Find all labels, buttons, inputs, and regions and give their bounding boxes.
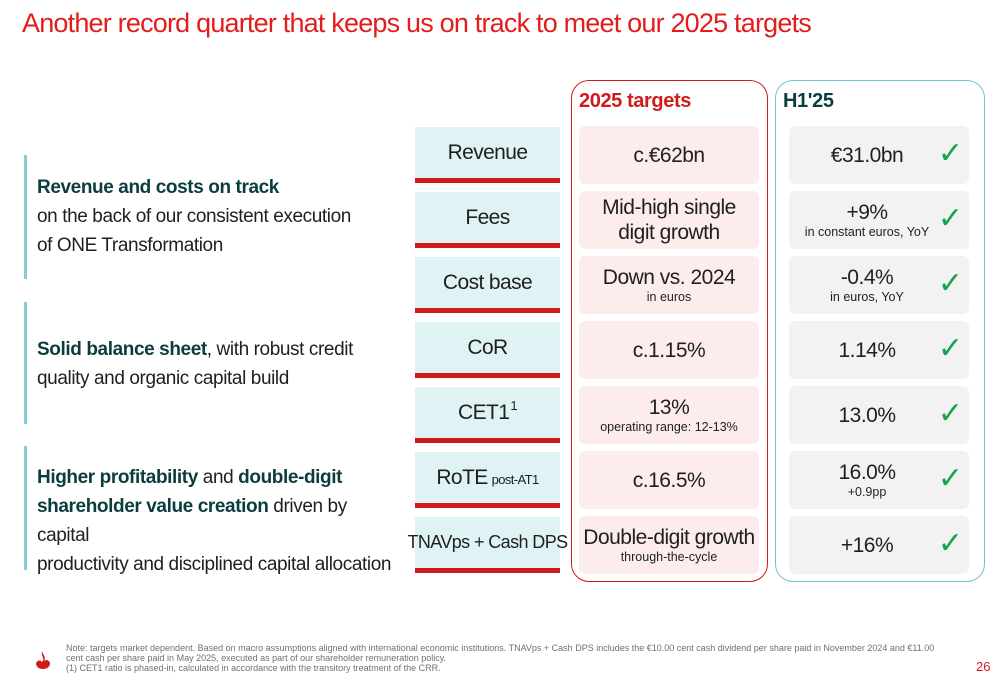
targets-column-frame [571,80,768,582]
metric-label-cost-base: Cost base [415,257,560,313]
footnote-marker: 1 [510,398,517,413]
target-value: 13% [648,396,690,419]
actual-value: +16% [840,533,894,557]
target-value: c.€62bn [633,143,705,167]
statement-text: driven by capital [37,496,347,546]
actual-cell-fees: +9% in constant euros, YoY ✓ [789,191,969,249]
metric-label-cor: CoR [415,322,560,378]
statement-bold: double-digit [238,467,343,488]
metric-label: TNAVps + Cash DPS [407,532,568,552]
target-subtext: in euros [646,290,692,304]
metric-label: Fees [465,205,510,229]
checkmark-icon: ✓ [937,395,963,431]
checkmark-icon: ✓ [937,135,963,171]
targets-column-header: 2025 targets [579,90,691,112]
actual-cell-revenue: €31.0bn ✓ [789,126,969,184]
metric-label-revenue: Revenue [415,127,560,183]
statement-text: of ONE Transformation [37,235,223,256]
footnote-line: cent cash per share paid in May 2025, ex… [66,653,447,663]
actual-value: -0.4% [840,266,894,289]
footnote-block: Note: targets market dependent. Based on… [66,643,946,673]
h1-column-header: H1'25 [783,90,834,112]
actual-subtext: in euros, YoY [830,290,904,304]
actual-value: 1.14% [838,338,896,362]
target-cell-cet1: 13% operating range: 12-13% [579,386,759,444]
h1-column-frame [775,80,985,582]
checkmark-icon: ✓ [937,265,963,301]
footnote-line: (1) CET1 ratio is phased-in, calculated … [66,663,441,673]
metric-label: Revenue [447,140,528,164]
statement-bold: Revenue and costs on track [37,177,279,198]
statement-text: and [197,467,239,488]
metric-label-qualifier: post-AT1 [491,472,540,487]
target-cell-cor: c.1.15% [579,321,759,379]
checkmark-icon: ✓ [937,200,963,236]
target-value: Down vs. 2024 [602,266,736,289]
checkmark-icon: ✓ [937,330,963,366]
statement-profitability: Higher profitability and double-digit sh… [24,446,394,575]
checkmark-icon: ✓ [937,460,963,496]
actual-cell-tnavps-cash-dps: +16% ✓ [789,516,969,574]
target-cell-rote: c.16.5% [579,451,759,509]
statement-text: , with robust credit [206,339,354,360]
actual-value: €31.0bn [830,143,904,167]
statement-bold: Higher profitability [37,467,198,488]
statement-text: quality and organic capital build [37,368,289,389]
target-value: c.1.15% [632,338,706,362]
checkmark-icon: ✓ [937,525,963,561]
actual-subtext: +0.9pp [847,485,887,499]
statement-text: on the back of our consistent execution [37,206,351,227]
metric-label: CoR [467,335,508,359]
target-value: c.16.5% [632,468,706,492]
metric-label: RoTE [436,465,488,489]
statement-revenue-costs: Revenue and costs on track on the back o… [24,155,394,279]
target-subtext: through-the-cycle [620,550,718,564]
statement-bold: shareholder value creation [37,496,269,517]
actual-cell-cost-base: -0.4% in euros, YoY ✓ [789,256,969,314]
metric-label-rote: RoTE post-AT1 [415,452,560,508]
actual-cell-rote: 16.0% +0.9pp ✓ [789,451,969,509]
footnote-line: Note: targets market dependent. Based on… [66,643,935,653]
santander-flame-icon [36,651,50,669]
target-cell-cost-base: Down vs. 2024 in euros [579,256,759,314]
statement-balance-sheet: Solid balance sheet, with robust credit … [24,302,394,424]
metric-label-cet1: CET1 1 [415,387,560,443]
statement-text: productivity and disciplined capital all… [37,554,392,575]
target-cell-revenue: c.€62bn [579,126,759,184]
metric-label-fees: Fees [415,192,560,248]
actual-cell-cet1: 13.0% ✓ [789,386,969,444]
target-cell-tnavps-cash-dps: Double-digit growth through-the-cycle [579,516,759,574]
target-value: Mid-high single [602,196,736,219]
statement-bold: Solid balance sheet [37,339,207,360]
target-subtext: operating range: 12-13% [600,420,738,434]
target-value: Double-digit growth [583,526,755,549]
page-number: 26 [976,659,991,674]
metric-label: Cost base [442,270,533,294]
metric-label-tnavps-cash-dps: TNAVps + Cash DPS [407,517,568,573]
metric-label: CET1 [458,400,510,424]
page-title: Another record quarter that keeps us on … [22,8,812,38]
target-cell-fees: Mid-high single digit growth [579,191,759,249]
actual-subtext: in constant euros, YoY [804,225,930,239]
actual-value: +9% [846,201,888,224]
actual-value: 16.0% [838,461,896,484]
actual-cell-cor: 1.14% ✓ [789,321,969,379]
target-value: digit growth [618,221,720,244]
actual-value: 13.0% [838,403,896,427]
